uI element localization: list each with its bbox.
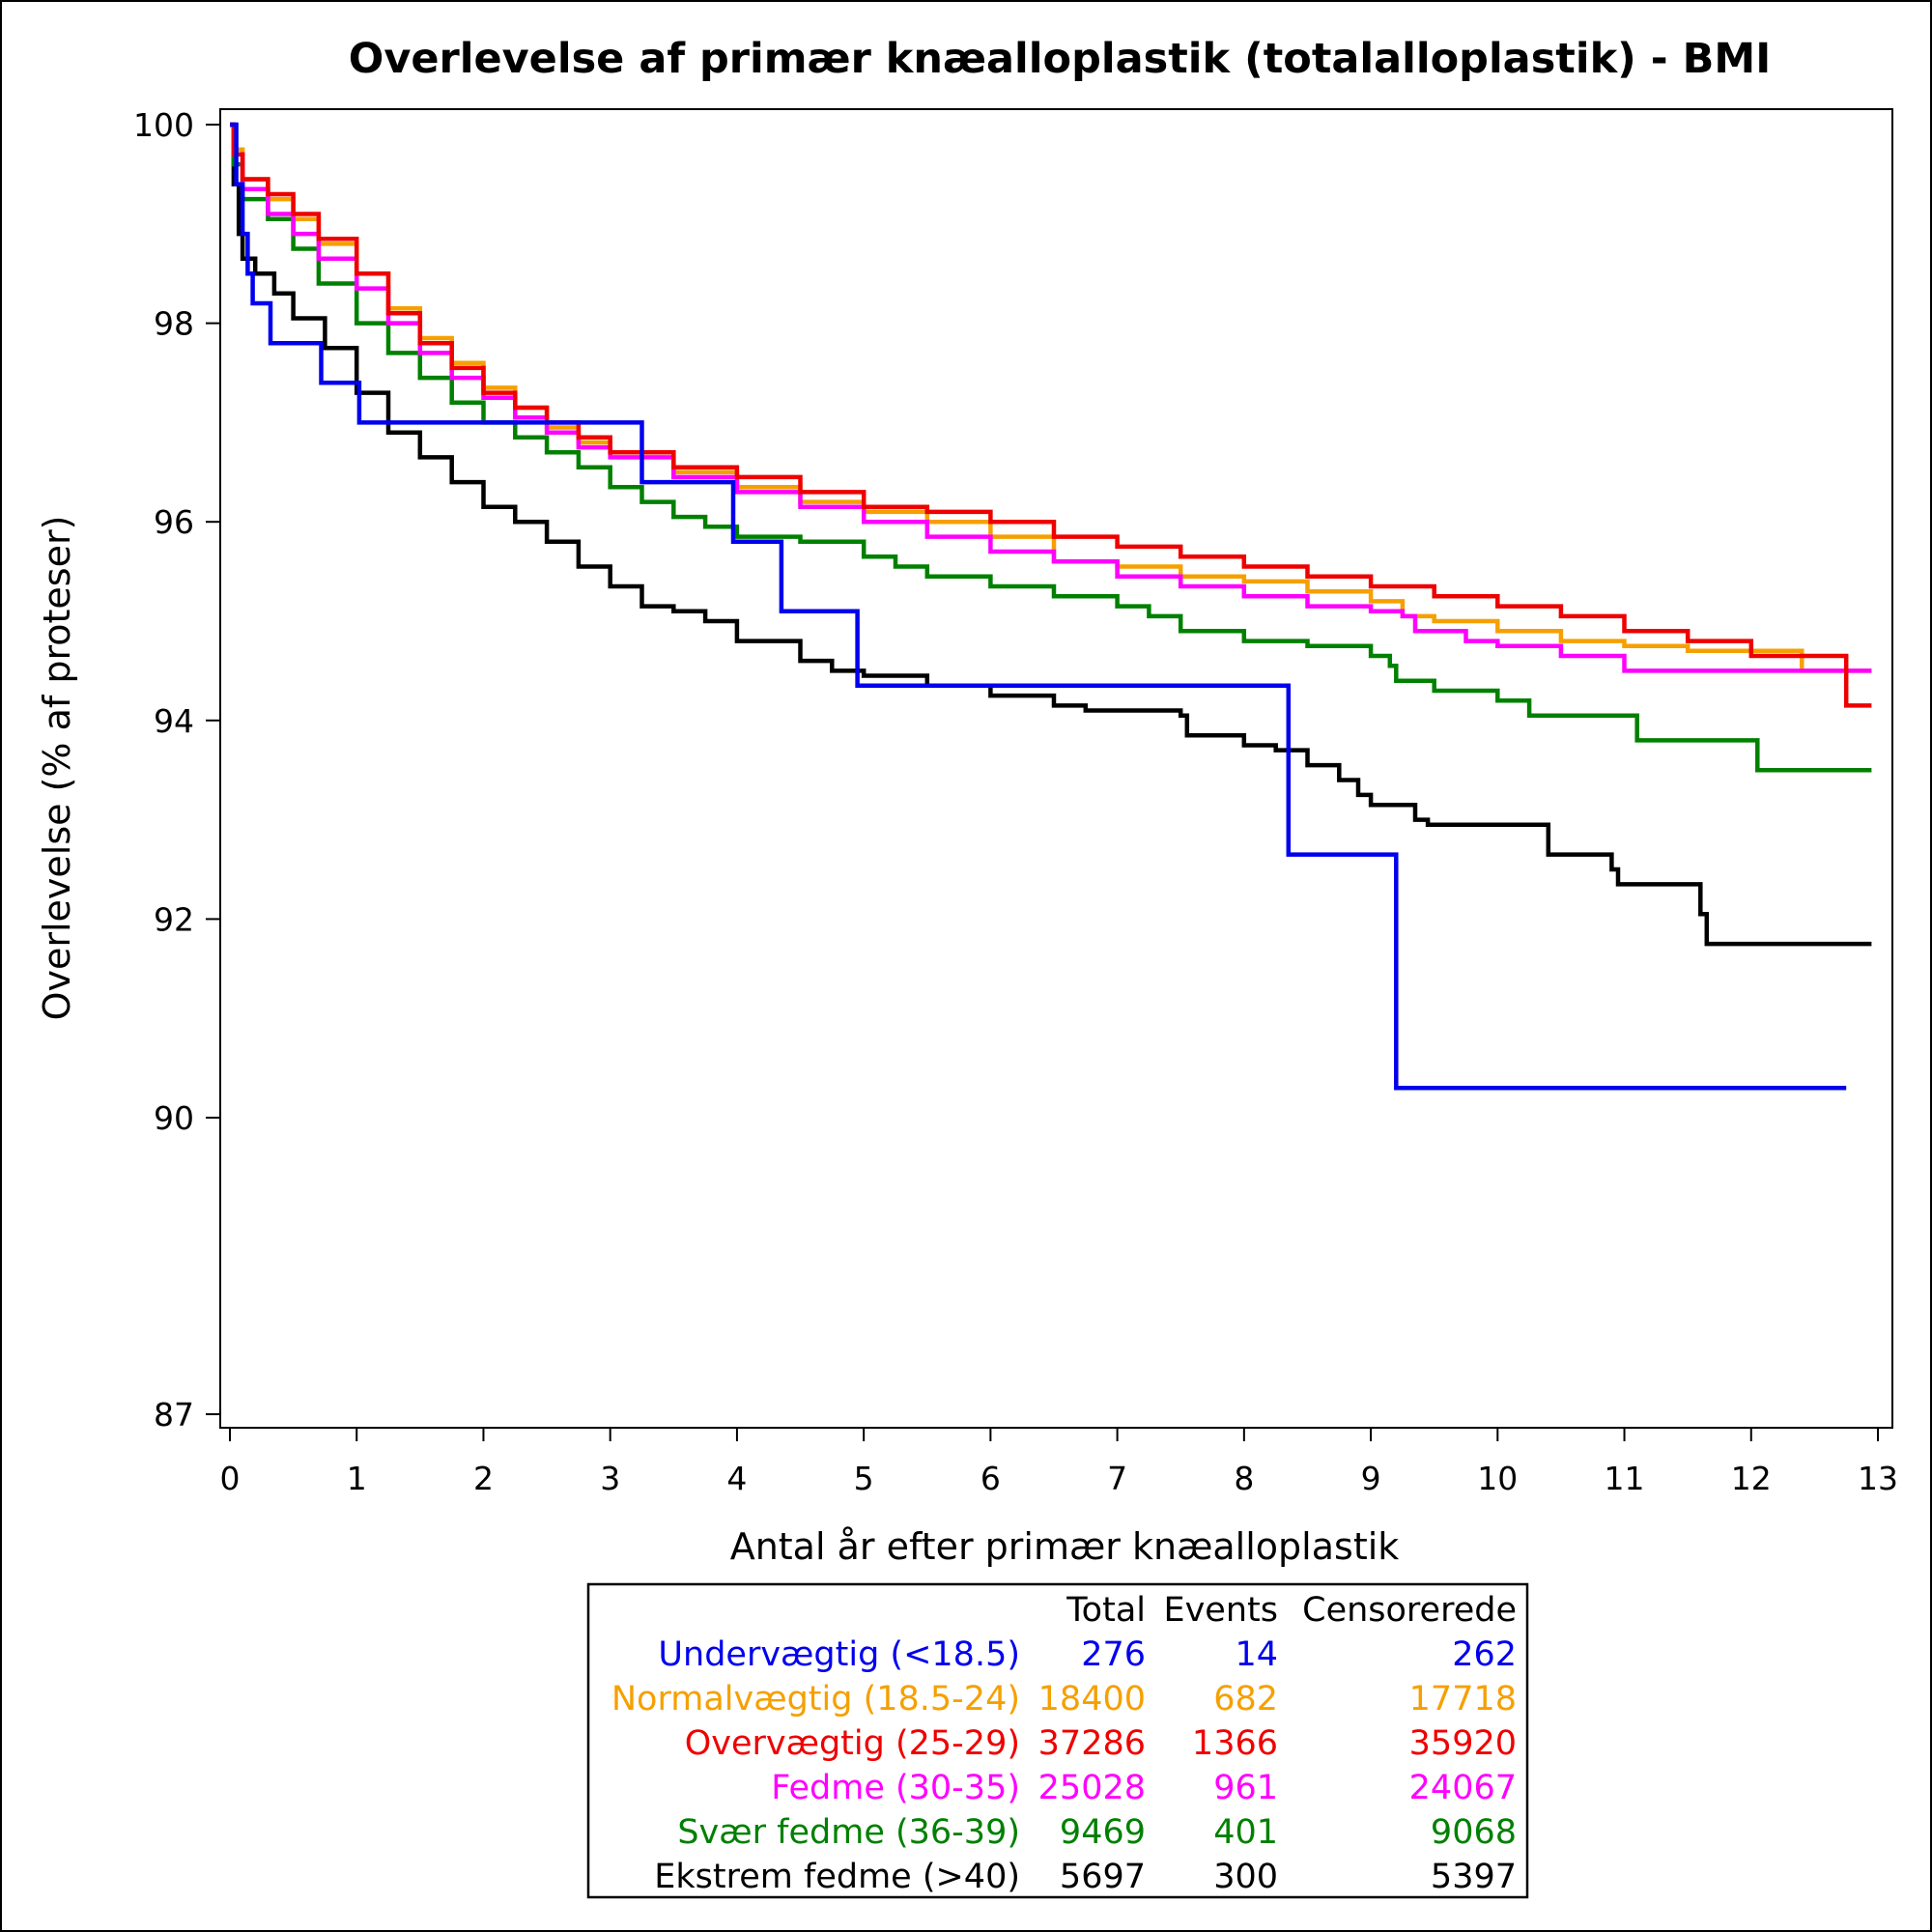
y-tick-label: 87 bbox=[154, 1396, 194, 1434]
table-cell-censored: 24067 bbox=[1409, 1769, 1517, 1807]
y-axis-label: Overlevelse (% af proteser) bbox=[36, 516, 78, 1021]
table-cell-events: 401 bbox=[1213, 1813, 1278, 1852]
x-tick-label: 7 bbox=[1107, 1460, 1127, 1497]
table-cell-events: 961 bbox=[1213, 1769, 1278, 1807]
x-tick-label: 2 bbox=[473, 1460, 494, 1497]
table-cell-total: 37286 bbox=[1038, 1724, 1146, 1763]
table-cell-total: 9469 bbox=[1060, 1813, 1146, 1852]
legend-series-name: Undervægtig (<18.5) bbox=[658, 1635, 1020, 1674]
x-axis-label: Antal år efter primær knæalloplastik bbox=[730, 1525, 1400, 1568]
table-cell-censored: 9068 bbox=[1431, 1813, 1517, 1852]
legend-series-name: Overvægtig (25-29) bbox=[685, 1724, 1020, 1763]
table-cell-events: 14 bbox=[1235, 1635, 1278, 1674]
table-cell-censored: 35920 bbox=[1409, 1724, 1517, 1763]
legend-series-name: Ekstrem fedme (>40) bbox=[654, 1858, 1020, 1896]
table-cell-censored: 5397 bbox=[1431, 1858, 1517, 1896]
series-line-ekstrem-fedme-40 bbox=[230, 122, 1872, 947]
series-line-undervægtig-18-5 bbox=[230, 122, 1847, 1091]
x-tick-label: 12 bbox=[1731, 1460, 1772, 1497]
x-tick-label: 1 bbox=[347, 1460, 367, 1497]
x-tick-label: 5 bbox=[854, 1460, 874, 1497]
table-header: Censorerede bbox=[1302, 1591, 1517, 1630]
x-tick-label: 10 bbox=[1477, 1460, 1518, 1497]
table-header: Events bbox=[1163, 1591, 1278, 1630]
table-header: Total bbox=[1065, 1591, 1146, 1630]
y-tick-label: 98 bbox=[154, 305, 194, 343]
series-line-overvægtig-25-29 bbox=[230, 122, 1872, 708]
table-cell-total: 18400 bbox=[1038, 1680, 1146, 1719]
table-cell-censored: 262 bbox=[1452, 1635, 1517, 1674]
y-tick-label: 94 bbox=[154, 702, 194, 740]
table-cell-censored: 17718 bbox=[1409, 1680, 1517, 1719]
chart-title: Overlevelse af primær knæalloplastik (to… bbox=[349, 35, 1771, 83]
y-tick-label: 96 bbox=[154, 503, 194, 541]
x-tick-label: 0 bbox=[220, 1460, 241, 1497]
x-tick-label: 4 bbox=[726, 1460, 747, 1497]
x-tick-label: 3 bbox=[600, 1460, 620, 1497]
y-tick-label: 90 bbox=[154, 1099, 194, 1137]
table-cell-total: 25028 bbox=[1038, 1769, 1146, 1807]
series-line-normalvægtig-18-5-24 bbox=[230, 122, 1872, 673]
table-cell-total: 276 bbox=[1081, 1635, 1146, 1674]
x-tick-label: 13 bbox=[1858, 1460, 1898, 1497]
x-tick-label: 8 bbox=[1234, 1460, 1254, 1497]
legend-series-name: Fedme (30-35) bbox=[771, 1769, 1020, 1807]
x-axis: 0 1 2 3 4 5 6 7 8 9 10 11 12 13 bbox=[220, 1428, 1898, 1497]
y-tick-label: 100 bbox=[133, 106, 194, 144]
x-tick-label: 6 bbox=[980, 1460, 1001, 1497]
legend-table: Total Events Censorerede Undervægtig (<18.5… bbox=[611, 1591, 1517, 1896]
y-tick-label: 92 bbox=[154, 900, 194, 938]
series-line-svær-fedme-36-39 bbox=[230, 122, 1872, 773]
table-cell-total: 5697 bbox=[1060, 1858, 1146, 1896]
table-cell-events: 300 bbox=[1213, 1858, 1278, 1896]
legend-table-box bbox=[586, 1582, 1529, 1899]
table-cell-events: 1366 bbox=[1192, 1724, 1278, 1763]
series-lines bbox=[230, 122, 1872, 1091]
series-line-fedme-30-35 bbox=[230, 122, 1872, 673]
x-tick-label: 9 bbox=[1361, 1460, 1381, 1497]
y-axis: 87 90 92 94 96 98 100 bbox=[133, 106, 220, 1434]
legend-series-name: Normalvægtig (18.5-24) bbox=[611, 1680, 1020, 1719]
x-tick-label: 11 bbox=[1605, 1460, 1645, 1497]
legend-series-name: Svær fedme (36-39) bbox=[677, 1813, 1020, 1852]
table-cell-events: 682 bbox=[1213, 1680, 1278, 1719]
plot-area bbox=[219, 108, 1893, 1429]
